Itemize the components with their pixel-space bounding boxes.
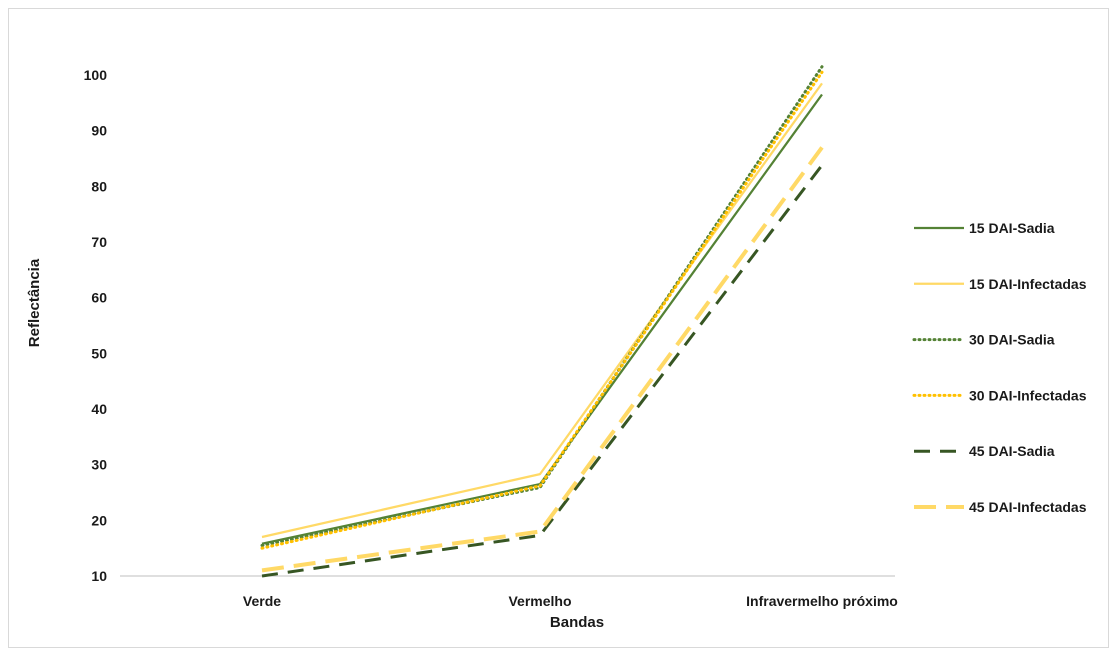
series-lines <box>260 65 824 578</box>
y-tick-label: 40 <box>91 401 107 417</box>
legend-label: 45 DAI-Sadia <box>969 443 1055 459</box>
series-line <box>261 93 823 545</box>
y-tick-label: 10 <box>91 568 107 584</box>
legend-label: 30 DAI-Sadia <box>969 332 1055 348</box>
y-tick-label: 20 <box>91 512 107 528</box>
x-tick-label: Vermelho <box>508 593 571 609</box>
chart-frame <box>8 8 1109 648</box>
x-tick-label: Verde <box>243 593 281 609</box>
y-axis-title: Reflectância <box>26 258 43 347</box>
legend-label: 15 DAI-Infectadas <box>969 276 1087 292</box>
series-line <box>261 164 824 578</box>
series-line <box>260 70 824 550</box>
y-tick-label: 80 <box>91 178 107 194</box>
y-tick-label: 30 <box>91 457 107 473</box>
legend-label: 15 DAI-Sadia <box>969 220 1055 236</box>
legend-label: 45 DAI-Infectadas <box>969 499 1087 515</box>
legend: 15 DAI-Sadia 15 DAI-Infectadas 30 DAI-Sadi… <box>912 220 1087 515</box>
series-line <box>260 65 824 547</box>
line-chart: 10 20 30 40 50 60 70 80 90 100 Verde Vermelho Infra… <box>26 65 1087 631</box>
x-tick-label: Infravermelho próximo <box>746 593 898 609</box>
y-tick-label: 60 <box>91 290 107 306</box>
y-tick-label: 100 <box>84 67 108 83</box>
series-line <box>261 82 823 539</box>
legend-label: 30 DAI-Infectadas <box>969 387 1087 403</box>
y-tick-label: 70 <box>91 234 107 250</box>
y-tick-label: 90 <box>91 123 107 139</box>
x-axis-ticks: Verde Vermelho Infravermelho próximo <box>243 593 898 609</box>
x-axis-title: Bandas <box>550 614 604 631</box>
y-axis-ticks: 10 20 30 40 50 60 70 80 90 100 <box>84 67 108 584</box>
y-tick-label: 50 <box>91 345 107 361</box>
